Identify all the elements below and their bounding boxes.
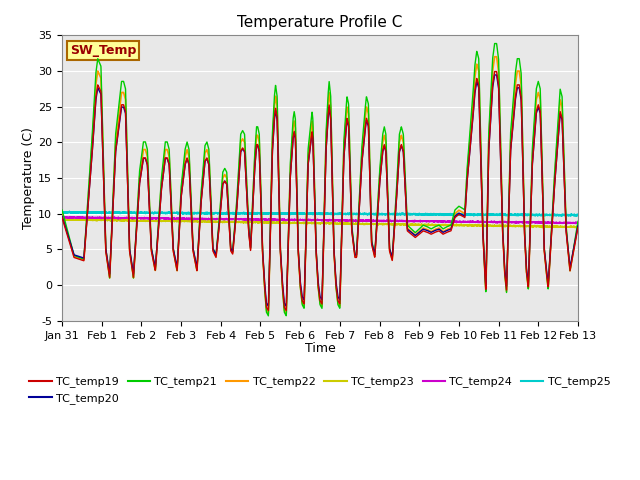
X-axis label: Time: Time: [305, 342, 335, 355]
Title: Temperature Profile C: Temperature Profile C: [237, 15, 403, 30]
Text: SW_Temp: SW_Temp: [70, 44, 136, 57]
Legend: TC_temp19, TC_temp20, TC_temp21, TC_temp22, TC_temp23, TC_temp24, TC_temp25: TC_temp19, TC_temp20, TC_temp21, TC_temp…: [25, 372, 615, 408]
Y-axis label: Temperature (C): Temperature (C): [22, 127, 35, 229]
